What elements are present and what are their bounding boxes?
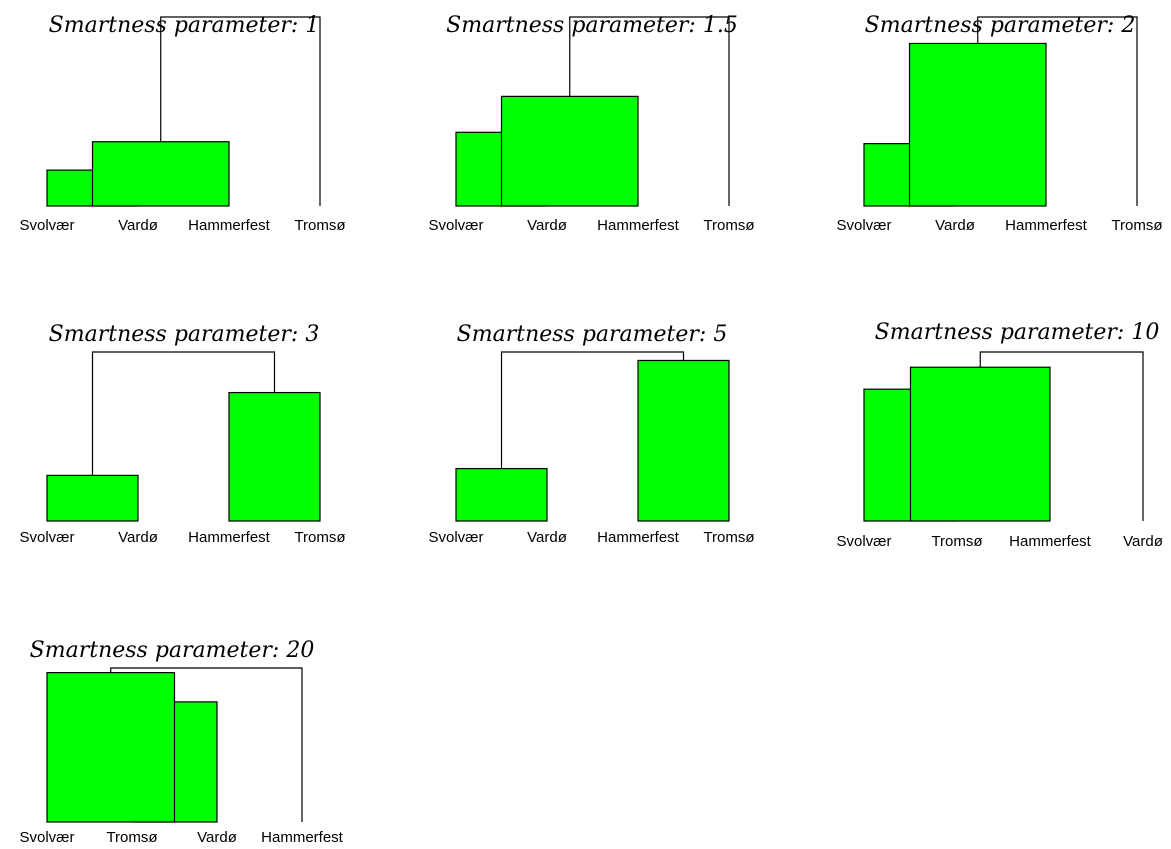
leaf-label: Hammerfest <box>261 829 344 846</box>
panel-title: Smartness parameter: 5 <box>457 322 728 347</box>
leaf-label: Tromsø <box>106 829 157 846</box>
leaf-label: Vardø <box>527 529 567 546</box>
cluster-box <box>91 141 230 207</box>
leaf-label: Hammerfest <box>597 529 680 546</box>
panel-title: Smartness parameter: 10 <box>875 320 1160 345</box>
dendrogram-panel: Smartness parameter: 3 Svolvær Vardø Hammer… <box>19 322 345 546</box>
leaf-label: Tromsø <box>294 217 345 234</box>
cluster-box <box>228 391 321 522</box>
leaf-label: Svolvær <box>19 217 74 234</box>
dendrogram-panel: Smartness parameter: 5 Svolvær Vardø Hammer… <box>428 322 754 546</box>
leaf-label: Tromsø <box>703 529 754 546</box>
leaf-label: Svolvær <box>836 217 891 234</box>
cluster-box <box>46 672 176 823</box>
dendrogram-panel: Smartness parameter: 10 Svolvær Tromsø Hamm… <box>836 320 1162 550</box>
leaf-label: Vardø <box>118 529 158 546</box>
leaf-label: Hammerfest <box>188 217 271 234</box>
dendrogram-panel: Smartness parameter: 20 Svolvær Tromsø Vard… <box>19 638 343 846</box>
merge-link <box>979 351 1144 521</box>
leaf-label: Svolvær <box>19 529 74 546</box>
cluster-box <box>455 468 548 522</box>
leaf-label: Svolvær <box>428 529 483 546</box>
leaf-label: Vardø <box>1123 533 1163 550</box>
leaf-label: Svolvær <box>428 217 483 234</box>
leaf-label: Vardø <box>118 217 158 234</box>
leaf-label: Vardø <box>935 217 975 234</box>
leaf-label: Vardø <box>197 829 237 846</box>
cluster-box <box>46 474 139 522</box>
leaf-label: Tromsø <box>703 217 754 234</box>
merge-link <box>500 351 685 469</box>
panel-title: Smartness parameter: 3 <box>49 322 320 347</box>
leaf-label: Svolvær <box>836 533 891 550</box>
leaf-label: Hammerfest <box>1005 217 1088 234</box>
cluster-box <box>909 366 1051 522</box>
merge-link <box>91 351 276 476</box>
cluster-box <box>500 95 639 207</box>
leaf-label: Tromsø <box>931 533 982 550</box>
merge-link <box>110 667 303 822</box>
leaf-label: Hammerfest <box>188 529 271 546</box>
merge-link <box>569 16 730 206</box>
leaf-label: Vardø <box>527 217 567 234</box>
cluster-box <box>908 42 1047 207</box>
cluster-box <box>637 359 730 522</box>
leaf-label: Hammerfest <box>597 217 680 234</box>
leaf-label: Tromsø <box>294 529 345 546</box>
merge-link <box>160 16 321 206</box>
merge-link <box>977 16 1138 206</box>
panel-title: Smartness parameter: 20 <box>30 638 315 663</box>
leaf-label: Tromsø <box>1111 217 1162 234</box>
leaf-label: Hammerfest <box>1009 533 1092 550</box>
leaf-label: Svolvær <box>19 829 74 846</box>
